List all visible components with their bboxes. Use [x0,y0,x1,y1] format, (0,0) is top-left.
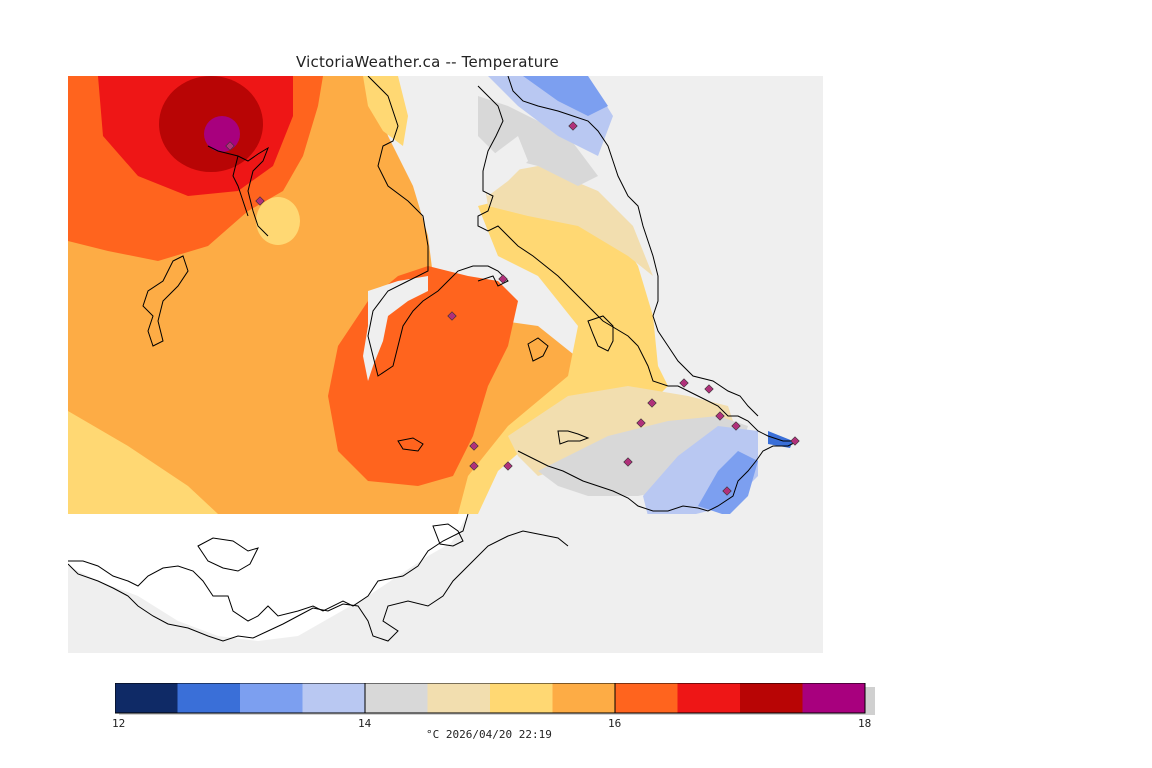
chart-title: VictoriaWeather.ca -- Temperature [296,53,559,71]
station-marker [636,418,646,428]
colorbar-border [115,683,866,714]
colorbar-bin [115,683,178,713]
station-marker [498,274,508,284]
station-marker [731,421,741,431]
sea-lower-right [368,514,823,653]
unit-and-timestamp: °C 2026/04/20 22:19 [426,728,552,741]
colorbar [115,683,875,715]
station-marker [647,398,657,408]
station-marker [225,141,235,151]
contour-13-13-5-e [523,76,758,516]
station-marker [447,311,457,321]
contour-15-15-5-blob [256,197,300,245]
colorbar-bins [115,683,865,713]
station-marker [715,411,725,421]
tick-label-12: 12 [112,717,126,730]
station-marker [722,486,732,496]
station-marker [503,461,513,471]
station-marker [469,441,479,451]
temperature-contours [68,76,793,516]
colorbar-bin [677,683,740,713]
colorbar-bin [365,683,428,713]
tick-label-16: 16 [608,717,622,730]
temperature-map[interactable] [68,76,823,653]
land-outside-data [68,514,468,641]
colorbar-bin [427,683,490,713]
station-marker [469,461,479,471]
contour-15-15-5-e [458,191,668,514]
contour-15-15-5-sw [68,411,218,514]
station-marker [679,378,689,388]
station-marker [568,121,578,131]
colorbar-bin [740,683,803,713]
station-marker [623,457,633,467]
station-marker [255,196,265,206]
colorbar-bin [302,683,365,713]
contour-14-5-15-e [483,166,738,476]
station-markers [225,121,800,496]
colorbar-bin [615,683,678,713]
colorbar-bin [177,683,240,713]
tick-label-18: 18 [858,717,872,730]
colorbar-bin [490,683,553,713]
tick-label-14: 14 [358,717,372,730]
station-marker [704,384,714,394]
colorbar-bin [240,683,303,713]
station-marker [790,436,800,446]
colorbar-bin [552,683,615,713]
colorbar-bin [802,683,865,713]
contour-12-5-13-e [768,431,793,448]
inlet-east [473,136,528,196]
coastlines [68,76,799,642]
